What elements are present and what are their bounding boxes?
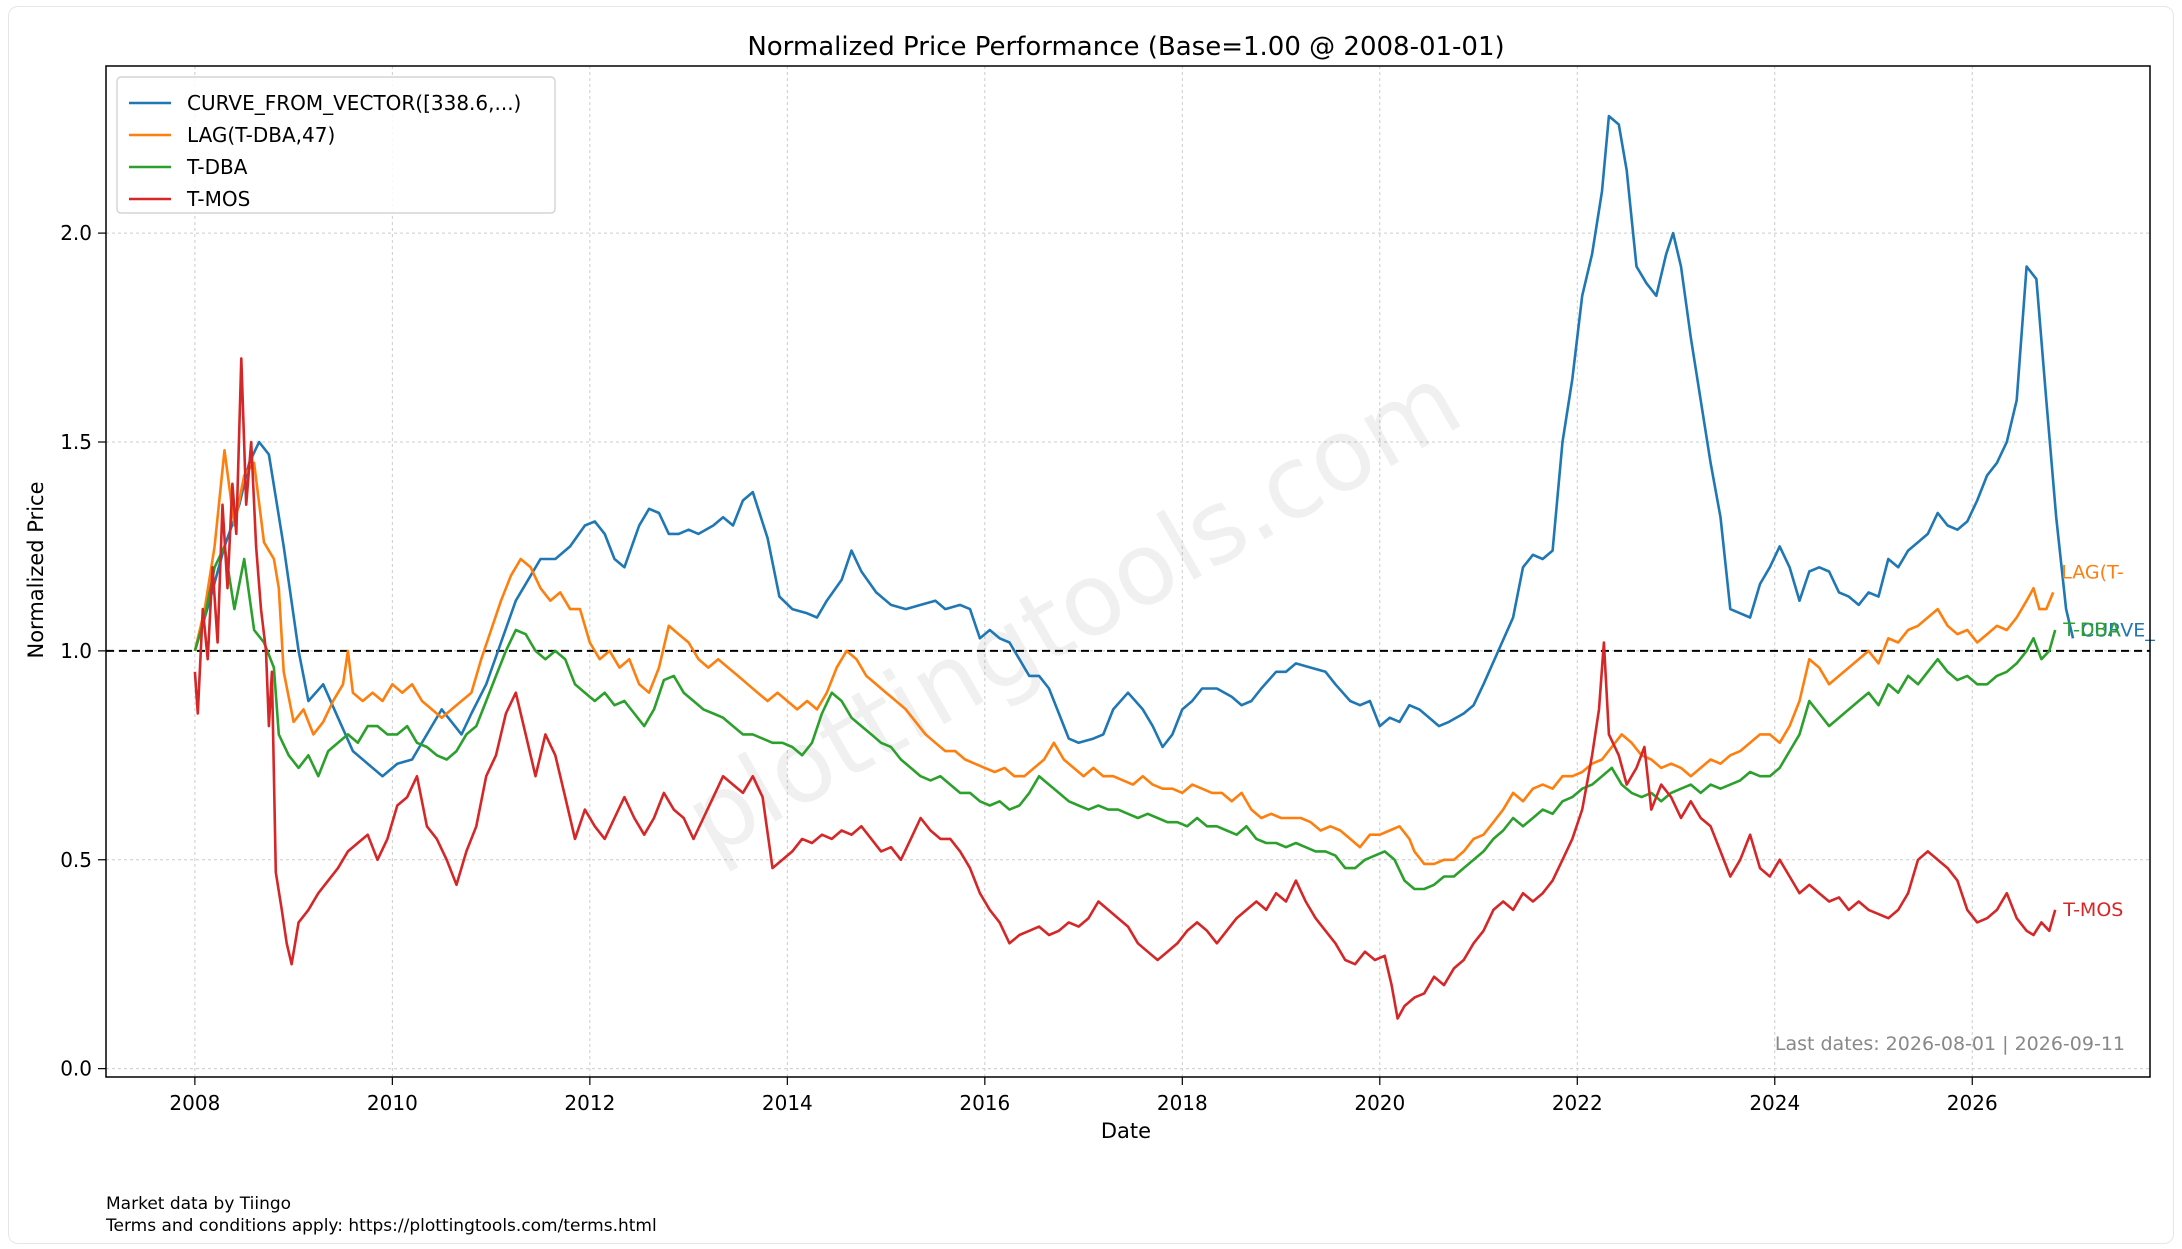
series-line [193, 114, 2075, 778]
y-tick-label: 0.0 [60, 1057, 92, 1081]
legend-box [116, 76, 556, 214]
series-layer [193, 114, 2075, 1020]
plot-area [105, 65, 2151, 1078]
y-axis-label: Normalized Price [24, 482, 48, 659]
series-end-label: T-MOS [2062, 899, 2123, 921]
x-axis-ticks: 2008 2010 2012 2014 2016 2018 2020 2022 2024 2026 [169, 1077, 1998, 1115]
y-axis-ticks: 0.0 0.5 1.0 1.5 2.0 [60, 221, 106, 1081]
x-tick-label: 2018 [1157, 1091, 1208, 1115]
y-tick-label: 2.0 [60, 221, 92, 245]
series-line [193, 449, 2055, 866]
watermark: plottingtools.com [666, 341, 1480, 878]
x-axis-label: Date [1101, 1119, 1151, 1143]
x-tick-label: 2024 [1749, 1091, 1800, 1115]
x-tick-label: 2026 [1947, 1091, 1998, 1115]
chart-title: Normalized Price Performance (Base=1.00 … [747, 32, 1504, 62]
x-tick-label: 2008 [169, 1091, 220, 1115]
x-tick-label: 2010 [367, 1091, 418, 1115]
x-tick-label: 2014 [762, 1091, 813, 1115]
series-line [193, 357, 2057, 1020]
legend-entry-label: LAG(T-DBA,47) [187, 123, 335, 147]
x-tick-label: 2016 [959, 1091, 1010, 1115]
end-labels: CURVE_ LAG(T- T-DBA T-MOS [2061, 561, 2155, 921]
y-tick-label: 1.5 [60, 430, 92, 454]
series-line [193, 545, 2057, 891]
legend-entry-label: T-MOS [186, 187, 250, 211]
x-tick-label: 2012 [564, 1091, 615, 1115]
series-end-label: CURVE_ [2081, 619, 2155, 641]
x-tick-label: 2020 [1354, 1091, 1405, 1115]
y-tick-label: 0.5 [60, 848, 92, 872]
grid-lines [106, 66, 2150, 1077]
footer-terms: Terms and conditions apply: https://plot… [106, 1216, 657, 1236]
last-dates-annotation: Last dates: 2026-08-01 | 2026-09-11 [1775, 1033, 2125, 1055]
series-end-label: T-DBA [2062, 619, 2120, 641]
footer-data-source: Market data by Tiingo [106, 1194, 292, 1214]
x-tick-label: 2022 [1552, 1091, 1603, 1115]
legend-entry-label: CURVE_FROM_VECTOR([338.6,...) [187, 91, 521, 115]
y-tick-label: 1.0 [60, 639, 92, 663]
series-end-label: LAG(T- [2061, 561, 2124, 583]
legend-entry-label: T-DBA [186, 155, 248, 179]
legend: CURVE_FROM_VECTOR([338.6,...) LAG(T-DBA,4… [116, 76, 556, 214]
